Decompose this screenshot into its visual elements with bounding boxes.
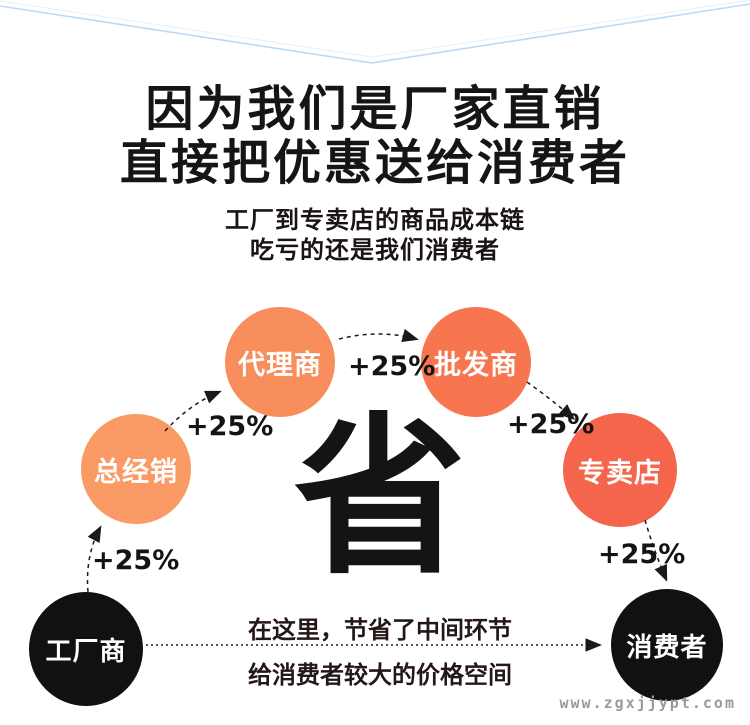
node-distributor: 总经销 <box>81 414 191 524</box>
page-title: 因为我们是厂家直销 直接把优惠送给消费者 <box>0 82 750 190</box>
node-factory-label: 工厂商 <box>45 636 127 667</box>
center-save-character: 省 <box>294 397 466 598</box>
title-line-2: 直接把优惠送给消费者 <box>119 135 630 191</box>
node-store-label: 专卖店 <box>578 457 662 489</box>
markup-label-4: +25% <box>507 409 595 440</box>
subtitle-line-2: 吃亏的还是我们消费者 <box>250 236 500 264</box>
markup-label-3: +25% <box>348 351 436 382</box>
markup-label-2: +25% <box>186 411 274 442</box>
node-agent: 代理商 <box>225 307 335 417</box>
markup-label-5: +25% <box>598 539 686 570</box>
node-store: 专卖店 <box>563 413 677 527</box>
node-agent-label: 代理商 <box>238 349 322 381</box>
bottom-line-1: 在这里，节省了中间环节 <box>248 616 512 644</box>
arrow-agent-to-wholesaler <box>338 328 419 342</box>
node-consumer-label: 消费者 <box>626 632 708 663</box>
bottom-line-2: 给消费者较大的价格空间 <box>248 661 512 689</box>
node-factory: 工厂商 <box>29 592 143 706</box>
title-line-1: 因为我们是厂家直销 <box>145 81 605 137</box>
top-chevron-decoration <box>0 0 750 64</box>
node-wholesaler-label: 批发商 <box>434 349 518 381</box>
node-wholesaler: 批发商 <box>421 307 531 417</box>
markup-label-1: +25% <box>92 545 180 576</box>
node-distributor-label: 总经销 <box>94 456 178 488</box>
page-subtitle: 工厂到专卖店的商品成本链 吃亏的还是我们消费者 <box>0 205 750 265</box>
bottom-explanation: 在这里，节省了中间环节 给消费者较大的价格空间 <box>175 610 585 690</box>
watermark-url: www.zgxjjypt.com <box>559 694 736 712</box>
subtitle-line-1: 工厂到专卖店的商品成本链 <box>225 206 525 234</box>
node-consumer: 消费者 <box>611 589 723 701</box>
